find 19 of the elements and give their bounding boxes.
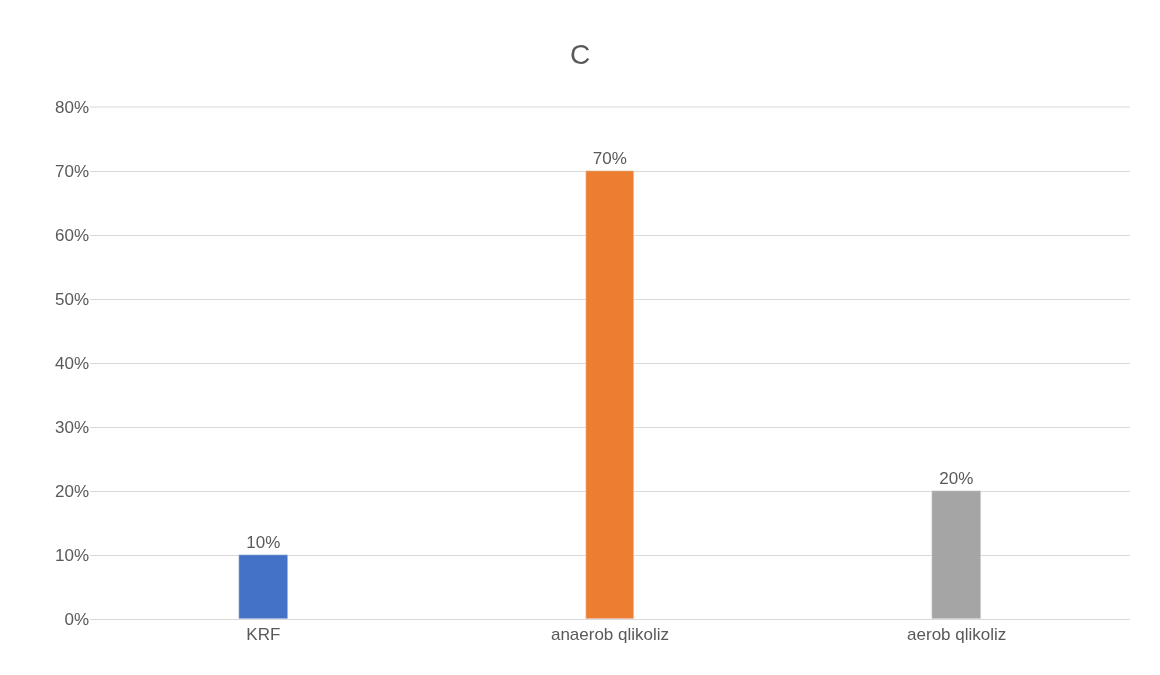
y-tick-label: 50% [54,289,89,309]
data-label: 10% [246,532,281,552]
chart-title: C [569,38,591,70]
x-tick-label: anaerob qlikoliz [550,625,670,645]
y-tick-label: 10% [54,545,89,565]
y-tick-label: 60% [54,225,89,245]
x-tick-label: aerob qlikoliz [907,625,1007,645]
y-tick-label: 30% [54,417,89,437]
x-tick-label: KRF [246,625,281,645]
data-label: 70% [592,148,627,168]
data-label: 20% [939,468,974,488]
bar [238,554,288,619]
bar [931,490,981,619]
y-tick-label: 40% [54,353,89,373]
y-tick-label: 80% [54,97,89,117]
y-tick-label: 20% [54,481,89,501]
bar [585,170,634,619]
y-tick-label: 0% [64,609,89,629]
y-tick-label: 70% [54,161,89,181]
